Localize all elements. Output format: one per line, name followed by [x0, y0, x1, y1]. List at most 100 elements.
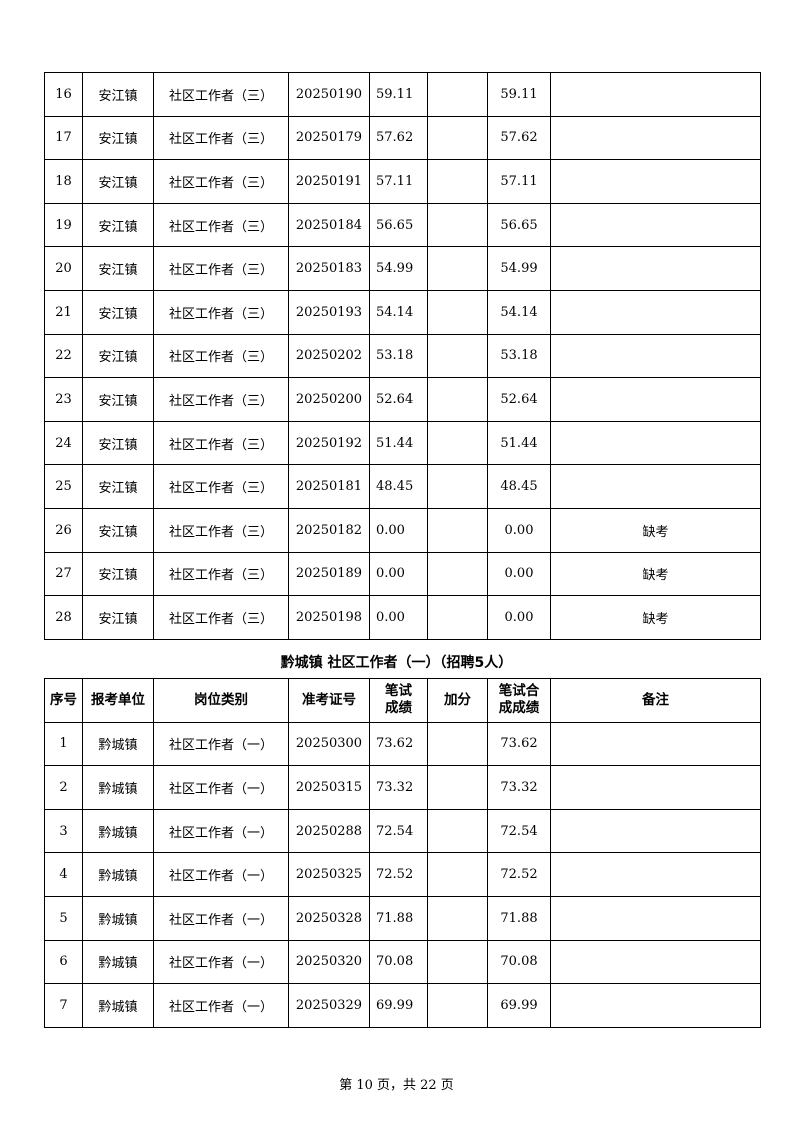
cell-total-score: 72.54 [487, 808, 551, 854]
cell-written-score: 57.62 [369, 115, 428, 161]
cell-exam-id: 20250198 [288, 595, 370, 640]
cell-remark: 缺考 [550, 507, 761, 553]
cell-seq: 22 [44, 333, 83, 379]
table-row: 16 安江镇 社区工作者（三） 20250190 59.11 59.11 [44, 72, 761, 117]
cell-remark: 缺考 [550, 551, 761, 597]
cell-position: 社区工作者（三） [153, 72, 289, 117]
cell-remark [550, 289, 761, 335]
cell-seq: 1 [44, 721, 83, 767]
cell-position: 社区工作者（三） [153, 377, 289, 422]
cell-remark [550, 895, 761, 941]
cell-exam-id: 20250183 [288, 246, 370, 291]
cell-written-score: 57.11 [369, 159, 428, 204]
cell-remark [550, 377, 761, 422]
cell-position: 社区工作者（三） [153, 507, 289, 553]
cell-position: 社区工作者（三） [153, 595, 289, 640]
cell-seq: 18 [44, 159, 83, 204]
cell-exam-id: 20250328 [288, 895, 370, 941]
table-row: 7 黔城镇 社区工作者（一） 20250329 69.99 69.99 [44, 983, 761, 1028]
cell-written-score: 59.11 [369, 72, 428, 117]
cell-unit: 黔城镇 [82, 808, 154, 854]
cell-remark [550, 202, 761, 248]
cell-unit: 黔城镇 [82, 852, 154, 897]
cell-seq: 28 [44, 595, 83, 640]
header-exam-id: 准考证号 [288, 678, 370, 723]
cell-seq: 17 [44, 115, 83, 161]
cell-unit: 安江镇 [82, 72, 154, 117]
cell-written-score: 72.52 [369, 852, 428, 897]
cell-exam-id: 20250192 [288, 420, 370, 466]
cell-seq: 16 [44, 72, 83, 117]
table-row: 23 安江镇 社区工作者（三） 20250200 52.64 52.64 [44, 377, 761, 422]
header-total-score: 笔试合 成成绩 [487, 678, 551, 723]
cell-bonus [427, 595, 488, 640]
cell-written-score: 54.99 [369, 246, 428, 291]
cell-position: 社区工作者（三） [153, 115, 289, 161]
cell-remark [550, 765, 761, 810]
cell-seq: 20 [44, 246, 83, 291]
cell-remark [550, 246, 761, 291]
cell-seq: 26 [44, 507, 83, 553]
cell-bonus [427, 551, 488, 597]
cell-remark [550, 159, 761, 204]
cell-written-score: 73.62 [369, 721, 428, 767]
table-row: 17 安江镇 社区工作者（三） 20250179 57.62 57.62 [44, 115, 761, 161]
table-row: 5 黔城镇 社区工作者（一） 20250328 71.88 71.88 [44, 895, 761, 941]
cell-seq: 2 [44, 765, 83, 810]
cell-position: 社区工作者（一） [153, 765, 289, 810]
table-row: 3 黔城镇 社区工作者（一） 20250288 72.54 72.54 [44, 808, 761, 854]
cell-seq: 5 [44, 895, 83, 941]
cell-seq: 27 [44, 551, 83, 597]
cell-exam-id: 20250325 [288, 852, 370, 897]
header-unit: 报考单位 [82, 678, 154, 723]
cell-bonus [427, 72, 488, 117]
cell-unit: 安江镇 [82, 464, 154, 509]
cell-written-score: 70.08 [369, 939, 428, 985]
cell-unit: 黔城镇 [82, 765, 154, 810]
cell-position: 社区工作者（三） [153, 551, 289, 597]
cell-exam-id: 20250315 [288, 765, 370, 810]
cell-bonus [427, 159, 488, 204]
cell-written-score: 73.32 [369, 765, 428, 810]
table-row: 28 安江镇 社区工作者（三） 20250198 0.00 0.00 缺考 [44, 595, 761, 640]
cell-exam-id: 20250182 [288, 507, 370, 553]
cell-position: 社区工作者（三） [153, 202, 289, 248]
cell-bonus [427, 765, 488, 810]
cell-exam-id: 20250193 [288, 289, 370, 335]
table-row: 6 黔城镇 社区工作者（一） 20250320 70.08 70.08 [44, 939, 761, 985]
header-remark: 备注 [550, 678, 761, 723]
cell-position: 社区工作者（一） [153, 895, 289, 941]
cell-total-score: 0.00 [487, 507, 551, 553]
cell-position: 社区工作者（三） [153, 159, 289, 204]
cell-bonus [427, 939, 488, 985]
cell-exam-id: 20250300 [288, 721, 370, 767]
cell-position: 社区工作者（三） [153, 464, 289, 509]
table-row: 20 安江镇 社区工作者（三） 20250183 54.99 54.99 [44, 246, 761, 291]
cell-exam-id: 20250200 [288, 377, 370, 422]
cell-position: 社区工作者（三） [153, 246, 289, 291]
cell-exam-id: 20250202 [288, 333, 370, 379]
cell-total-score: 54.14 [487, 289, 551, 335]
cell-total-score: 71.88 [487, 895, 551, 941]
cell-written-score: 71.88 [369, 895, 428, 941]
cell-unit: 安江镇 [82, 507, 154, 553]
cell-position: 社区工作者（一） [153, 852, 289, 897]
cell-remark [550, 420, 761, 466]
cell-bonus [427, 983, 488, 1028]
cell-unit: 安江镇 [82, 115, 154, 161]
cell-written-score: 72.54 [369, 808, 428, 854]
cell-bonus [427, 507, 488, 553]
cell-seq: 23 [44, 377, 83, 422]
cell-exam-id: 20250184 [288, 202, 370, 248]
cell-bonus [427, 852, 488, 897]
cell-remark: 缺考 [550, 595, 761, 640]
cell-seq: 7 [44, 983, 83, 1028]
cell-bonus [427, 895, 488, 941]
cell-exam-id: 20250191 [288, 159, 370, 204]
cell-remark [550, 808, 761, 854]
cell-total-score: 0.00 [487, 551, 551, 597]
header-seq: 序号 [44, 678, 83, 723]
table-row: 2 黔城镇 社区工作者（一） 20250315 73.32 73.32 [44, 765, 761, 810]
cell-bonus [427, 808, 488, 854]
section-title: 黔城镇 社区工作者（一）（招聘5人） [280, 655, 513, 671]
